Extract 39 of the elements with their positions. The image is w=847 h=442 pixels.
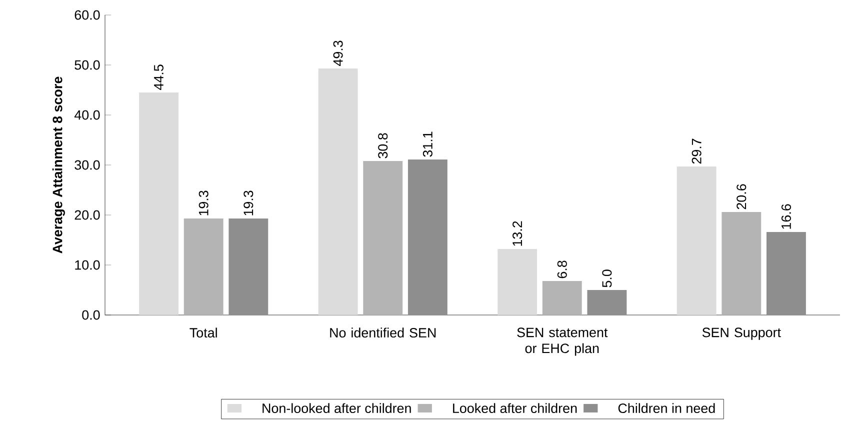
bar [408,160,448,315]
y-axis-title: Average Attainment 8 score [52,76,65,254]
y-tick-label: 60.0 [74,10,100,20]
bar [228,218,268,315]
bar [766,232,806,315]
data-label: 19.3 [198,190,208,216]
data-label: 19.3 [244,190,254,216]
data-label: 44.5 [154,64,164,90]
data-label: 30.8 [378,133,388,158]
bar [587,290,627,315]
y-tick-label: 0.0 [82,310,100,320]
data-label: 49.3 [333,40,343,66]
bar [542,281,582,315]
data-label: 5.0 [602,270,612,288]
legend-label: Non-looked after children [262,403,411,414]
data-label: 20.6 [736,184,746,210]
bar [722,212,762,315]
y-tick-label: 20.0 [74,210,100,220]
bar [498,249,538,315]
bar [318,68,358,315]
x-tick-label: No identified SEN [330,328,436,338]
x-tick-label: Total [190,328,217,338]
y-tick-label: 40.0 [74,110,100,120]
y-tick-label: 30.0 [74,160,100,170]
bar [363,161,403,315]
legend-label: Children in need [618,403,715,414]
data-label: 6.8 [557,260,567,278]
y-tick-label: 50.0 [74,60,100,70]
data-label: 29.7 [692,138,702,164]
bar [139,92,178,315]
x-tick-label: SEN statement or EHC plan [517,328,608,356]
legend-label: Looked after children [453,403,577,414]
bar [184,218,224,315]
y-tick-label: 10.0 [75,260,100,270]
x-tick-label: SEN Support [702,328,781,340]
data-label: 13.2 [512,221,522,246]
data-label: 31.1 [422,132,432,157]
bar [676,166,716,315]
data-label: 16.6 [781,204,791,229]
